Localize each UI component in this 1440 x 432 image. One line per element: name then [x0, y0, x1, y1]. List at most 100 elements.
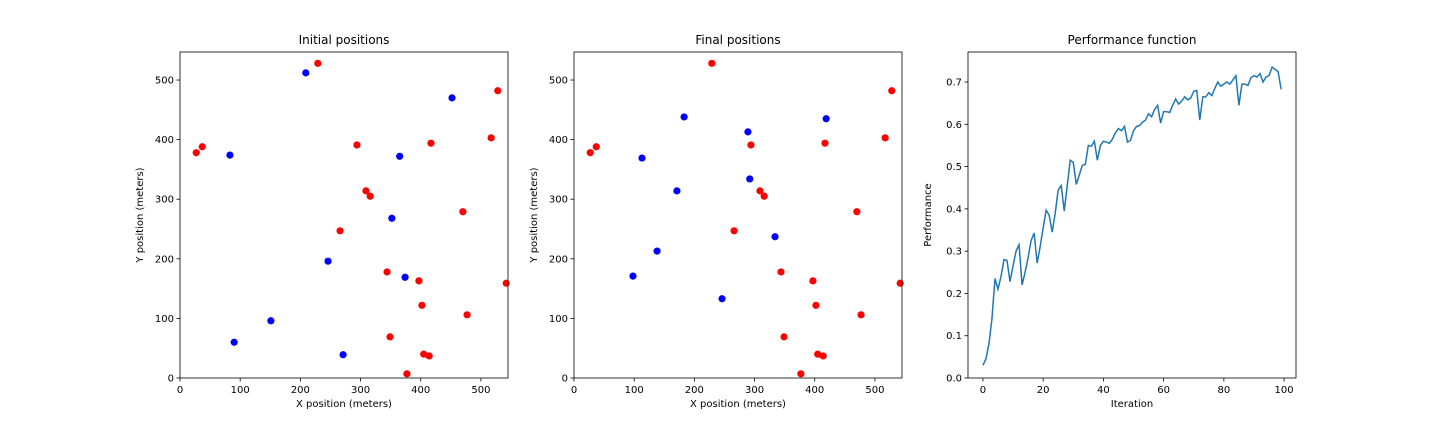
x-tick-label: 0 [177, 385, 183, 396]
chart-title: Performance function [1068, 33, 1197, 47]
point [888, 87, 896, 95]
point [401, 273, 409, 281]
y-tick-label: 300 [549, 195, 568, 206]
y-axis-label: Y position (meters) [529, 167, 540, 263]
point [415, 277, 423, 285]
axes-frame [179, 51, 509, 379]
x-tick-label: 20 [1037, 385, 1050, 396]
point [314, 59, 322, 67]
point [718, 295, 726, 303]
point [756, 187, 764, 195]
point [198, 143, 206, 151]
point [812, 301, 820, 309]
y-tick-label: 0.4 [946, 204, 962, 215]
point [403, 370, 411, 378]
y-tick-label: 100 [549, 314, 568, 325]
point [744, 128, 752, 136]
point [427, 139, 435, 147]
point [324, 257, 332, 265]
point [226, 151, 234, 159]
point [680, 113, 688, 121]
point [230, 338, 238, 346]
y-tick-label: 0.6 [946, 120, 962, 131]
x-axis-label: X position (meters) [296, 399, 392, 410]
y-tick-label: 0.5 [946, 162, 962, 173]
point [592, 143, 600, 151]
performance-line [982, 66, 1282, 366]
y-tick-label: 200 [155, 254, 174, 265]
y-tick-label: 100 [155, 314, 174, 325]
x-tick-label: 100 [625, 385, 644, 396]
x-tick-label: 400 [805, 385, 824, 396]
y-tick-label: 500 [155, 76, 174, 87]
point [730, 227, 738, 235]
x-tick-label: 200 [291, 385, 310, 396]
y-tick-label: 500 [549, 76, 568, 87]
point [336, 227, 344, 235]
point [771, 233, 779, 241]
chart-title: Final positions [695, 33, 780, 47]
point [881, 134, 889, 142]
point [746, 175, 754, 183]
point [853, 208, 861, 216]
x-tick-label: 0 [571, 385, 577, 396]
y-tick-label: 0 [562, 374, 568, 385]
axes-frame [967, 51, 1297, 379]
point [673, 187, 681, 195]
point [747, 141, 755, 149]
point [502, 279, 510, 287]
point [386, 333, 394, 341]
point [821, 139, 829, 147]
x-tick-label: 300 [351, 385, 370, 396]
y-tick-label: 400 [155, 135, 174, 146]
x-tick-label: 60 [1157, 385, 1170, 396]
panel: Performance function Iteration Performance… [923, 33, 1297, 410]
x-tick-label: 300 [745, 385, 764, 396]
point [396, 152, 404, 160]
x-tick-label: 40 [1097, 385, 1110, 396]
point [780, 333, 788, 341]
point [420, 350, 428, 358]
y-tick-label: 0.0 [946, 374, 962, 385]
point [463, 311, 471, 319]
point [339, 351, 347, 359]
point [896, 279, 904, 287]
y-tick-label: 300 [155, 195, 174, 206]
chart-title: Initial positions [299, 33, 390, 47]
y-tick-label: 0.7 [946, 78, 962, 89]
point [797, 370, 805, 378]
point [383, 268, 391, 276]
x-tick-label: 400 [411, 385, 430, 396]
point [809, 277, 817, 285]
y-tick-label: 0.3 [946, 247, 962, 258]
point [362, 187, 370, 195]
x-tick-label: 200 [685, 385, 704, 396]
point [302, 69, 310, 77]
point [494, 87, 502, 95]
point [857, 311, 865, 319]
point [459, 208, 467, 216]
point [448, 94, 456, 102]
point [760, 192, 768, 200]
point [586, 149, 594, 157]
y-tick-label: 0.2 [946, 289, 962, 300]
x-tick-label: 100 [231, 385, 250, 396]
point [822, 115, 830, 123]
panel: Initial positions X position (meters) Y po… [135, 33, 510, 410]
x-axis-label: X position (meters) [690, 399, 786, 410]
y-tick-label: 0 [168, 374, 174, 385]
point [708, 59, 716, 67]
point [653, 247, 661, 255]
y-tick-label: 400 [549, 135, 568, 146]
point [388, 214, 396, 222]
point [418, 301, 426, 309]
x-tick-label: 100 [1275, 385, 1294, 396]
point [777, 268, 785, 276]
point [267, 317, 275, 325]
axes-frame [573, 51, 903, 379]
panel: Final positions X position (meters) Y posi… [529, 33, 904, 410]
y-tick-label: 0.1 [946, 331, 962, 342]
point [638, 154, 646, 162]
point [425, 352, 433, 360]
